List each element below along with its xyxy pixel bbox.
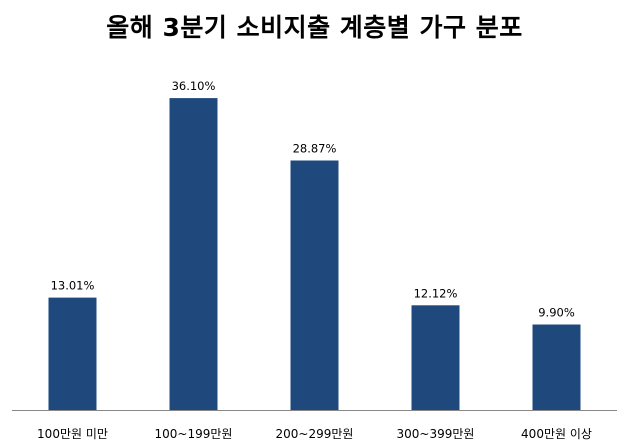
x-tick-label-4: 300~399만원 (397, 427, 475, 441)
bar-3 (290, 160, 339, 410)
x-tick-label-5: 400만원 이상 (521, 427, 592, 441)
bar-5 (532, 324, 581, 410)
x-tick-label-1: 100만원 미만 (37, 427, 108, 441)
chart-title: 올해 3분기 소비지출 계층별 가구 분포 (106, 13, 523, 42)
bar-2 (169, 98, 218, 410)
data-label-1: 13.01% (51, 279, 95, 293)
data-label-2: 36.10% (172, 79, 216, 93)
data-label-5: 9.90% (538, 306, 575, 320)
bar-4 (411, 305, 460, 410)
data-label-4: 12.12% (414, 286, 458, 300)
bars-group (48, 98, 581, 410)
x-tick-label-3: 200~299만원 (276, 427, 354, 441)
data-labels-group: 13.01% 36.10% 28.87% 12.12% 9.90% (51, 79, 575, 319)
bar-1 (48, 297, 97, 410)
data-label-3: 28.87% (293, 142, 337, 156)
x-tick-labels-group: 100만원 미만 100~199만원 200~299만원 300~399만원 400만원… (37, 427, 592, 441)
x-tick-label-2: 100~199만원 (155, 427, 233, 441)
